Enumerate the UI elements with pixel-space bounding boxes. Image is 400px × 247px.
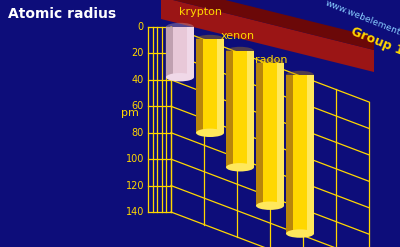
Polygon shape [166,27,173,77]
Ellipse shape [286,229,314,238]
Polygon shape [161,0,374,72]
Text: radon: radon [256,55,288,65]
Text: 40: 40 [132,75,144,85]
Text: www.webelements.com: www.webelements.com [324,0,400,47]
Polygon shape [226,51,233,167]
Text: Atomic radius: Atomic radius [8,7,116,21]
Text: 120: 120 [126,181,144,191]
Polygon shape [233,51,247,167]
Polygon shape [263,63,277,206]
Text: krypton: krypton [179,7,222,17]
Text: xenon: xenon [221,31,255,41]
Polygon shape [247,51,254,167]
Text: 80: 80 [132,128,144,138]
Text: 140: 140 [126,207,144,217]
Ellipse shape [196,129,224,137]
Ellipse shape [256,59,284,67]
Polygon shape [293,75,307,234]
Polygon shape [286,75,293,234]
Ellipse shape [226,47,254,55]
Ellipse shape [286,71,314,79]
Ellipse shape [166,73,194,82]
Ellipse shape [256,202,284,210]
Polygon shape [277,63,284,206]
Polygon shape [187,27,194,77]
Text: Group 18: Group 18 [349,25,400,61]
Text: 0: 0 [138,22,144,32]
Polygon shape [256,63,263,206]
Text: 100: 100 [126,154,144,164]
Polygon shape [161,0,374,50]
Polygon shape [196,39,203,133]
Polygon shape [173,27,187,77]
Ellipse shape [196,35,224,43]
Text: 60: 60 [132,101,144,111]
Ellipse shape [226,163,254,171]
Ellipse shape [166,23,194,31]
Text: 20: 20 [132,48,144,59]
Text: pm: pm [121,108,139,118]
Polygon shape [307,75,314,234]
Polygon shape [217,39,224,133]
Polygon shape [203,39,217,133]
